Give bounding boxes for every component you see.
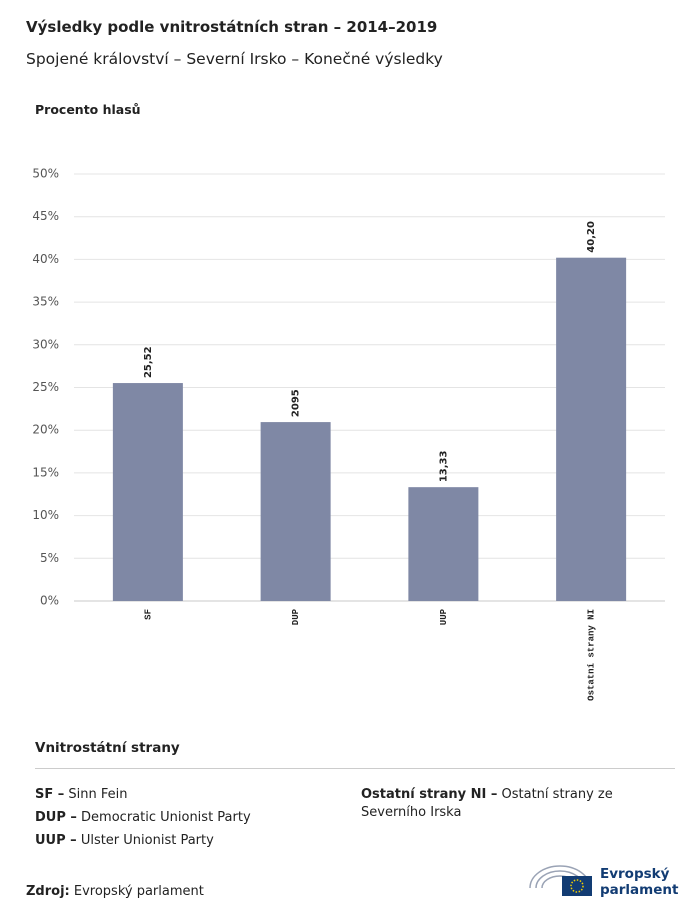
legend-item: DUP – Democratic Unionist Party <box>35 809 251 827</box>
bar <box>408 487 479 601</box>
y-tick-label: 0% <box>40 594 59 608</box>
legend-name: Ulster Unionist Party <box>80 833 214 848</box>
legend-abbr: SF – <box>35 787 65 802</box>
y-tick-label: 10% <box>32 508 59 522</box>
y-tick-label: 5% <box>40 551 59 565</box>
legend-abbr: DUP – <box>35 810 77 825</box>
legend-name: Ostatní strany ze Severního Irska <box>361 787 613 820</box>
chart: 0% 5% 10% 15% 20% 25% 30% 35% 40% 45% 50% SF 25,52 DU… <box>32 167 665 701</box>
x-tick-label: DUP <box>291 608 301 625</box>
legend-name: Sinn Fein <box>68 787 128 802</box>
value-label: 25,52 <box>143 346 154 378</box>
legend-abbr: Ostatní strany NI – <box>361 787 498 802</box>
y-tick-label: 30% <box>32 337 59 351</box>
bar <box>556 257 627 601</box>
x-tick-label: Ostatní strany NI <box>587 609 597 701</box>
subtitle: Spojené království – Severní Irsko – Kon… <box>26 50 443 68</box>
logo-line: parlament <box>600 882 679 898</box>
legend-item: UUP – Ulster Unionist Party <box>35 832 214 850</box>
legend-title: Vnitrostátní strany <box>35 740 180 756</box>
legend-abbr: UUP – <box>35 833 77 848</box>
source-text: Evropský parlament <box>73 884 204 899</box>
title: Výsledky podle vnitrostátních stran – 20… <box>26 18 438 36</box>
source: Zdroj: Evropský parlament <box>26 884 204 899</box>
value-label: 13,33 <box>438 450 449 482</box>
legend-name: Democratic Unionist Party <box>81 810 251 825</box>
legend-item: SF – Sinn Fein <box>35 786 128 804</box>
value-label: 2095 <box>291 389 302 417</box>
logo-icon <box>529 865 592 896</box>
logo-line: Evropský <box>600 866 670 882</box>
y-tick-label: 45% <box>32 209 59 223</box>
bar <box>260 422 331 601</box>
logo-text: Evropský parlament <box>600 866 678 898</box>
divider <box>35 768 675 769</box>
value-label: 40,20 <box>586 221 597 253</box>
bar <box>112 383 183 601</box>
legend-item: Ostatní strany NI – Ostatní strany ze Se… <box>361 786 661 822</box>
y-tick-label: 25% <box>32 380 59 394</box>
y-tick-label: 50% <box>32 167 59 181</box>
y-tick-label: 40% <box>32 252 59 266</box>
source-label: Zdroj: <box>26 884 70 899</box>
y-axis-label: Procento hlasů <box>35 102 141 117</box>
y-tick-label: 35% <box>32 295 59 309</box>
x-tick-label: UUP <box>439 608 449 625</box>
y-tick-label: 15% <box>32 465 59 479</box>
x-tick-label: SF <box>143 609 153 620</box>
y-tick-label: 20% <box>32 423 59 437</box>
